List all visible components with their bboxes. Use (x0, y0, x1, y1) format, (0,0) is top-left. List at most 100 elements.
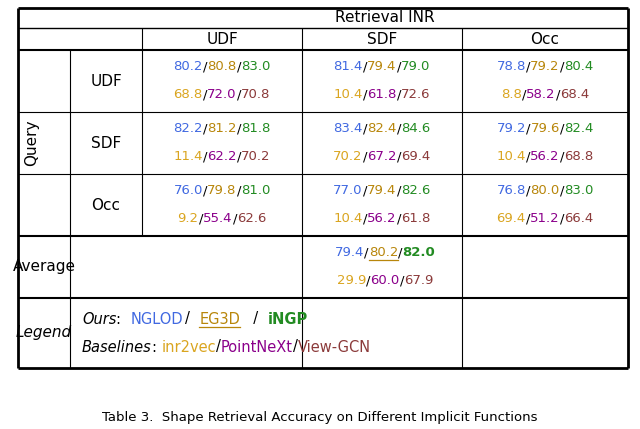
Text: /: / (560, 151, 564, 163)
Text: /: / (364, 247, 369, 260)
Text: 78.8: 78.8 (497, 60, 526, 73)
Text: 80.2: 80.2 (173, 60, 203, 73)
Text: 10.4: 10.4 (333, 212, 363, 226)
Text: 80.2: 80.2 (369, 247, 398, 260)
Text: 79.4: 79.4 (367, 60, 397, 73)
Text: 60.0: 60.0 (371, 275, 399, 287)
Text: /: / (526, 184, 531, 197)
Text: 83.0: 83.0 (241, 60, 271, 73)
Text: 82.4: 82.4 (367, 123, 397, 136)
Text: 79.6: 79.6 (531, 123, 560, 136)
Text: 55.4: 55.4 (203, 212, 232, 226)
Text: 67.9: 67.9 (404, 275, 433, 287)
Text: 72.6: 72.6 (401, 88, 431, 102)
Text: 81.4: 81.4 (333, 60, 363, 73)
Text: Table 3.  Shape Retrieval Accuracy on Different Implicit Functions: Table 3. Shape Retrieval Accuracy on Dif… (102, 411, 538, 423)
Text: /: / (232, 212, 237, 226)
Text: Occ: Occ (531, 31, 559, 46)
Text: /: / (366, 275, 371, 287)
Text: /: / (203, 123, 207, 136)
Text: 56.2: 56.2 (531, 151, 560, 163)
Text: /: / (560, 123, 564, 136)
Text: 56.2: 56.2 (367, 212, 397, 226)
Text: 80.0: 80.0 (531, 184, 559, 197)
Text: Query: Query (24, 120, 40, 166)
Text: 77.0: 77.0 (333, 184, 363, 197)
Text: /: / (397, 123, 401, 136)
Text: /: / (237, 88, 241, 102)
Text: /: / (237, 151, 241, 163)
Text: 81.8: 81.8 (241, 123, 271, 136)
Text: /: / (526, 123, 531, 136)
Text: 79.2: 79.2 (531, 60, 560, 73)
Text: /: / (522, 88, 526, 102)
Text: 68.8: 68.8 (564, 151, 593, 163)
Text: 10.4: 10.4 (497, 151, 526, 163)
Text: /: / (397, 212, 401, 226)
Text: 68.8: 68.8 (173, 88, 203, 102)
Text: /: / (237, 184, 241, 197)
Text: 58.2: 58.2 (526, 88, 556, 102)
Text: 79.2: 79.2 (497, 123, 526, 136)
Text: Ours: Ours (82, 311, 116, 326)
Text: /: / (203, 184, 207, 197)
Text: /: / (203, 60, 207, 73)
Text: NGLOD: NGLOD (131, 311, 183, 326)
Text: /: / (363, 212, 367, 226)
Text: 67.2: 67.2 (367, 151, 397, 163)
Text: 70.2: 70.2 (333, 151, 363, 163)
Text: 81.0: 81.0 (241, 184, 271, 197)
Text: 61.8: 61.8 (401, 212, 431, 226)
Text: 51.2: 51.2 (530, 212, 560, 226)
Text: /: / (525, 212, 530, 226)
Text: /: / (559, 184, 564, 197)
Text: 66.4: 66.4 (564, 212, 593, 226)
Text: 83.4: 83.4 (333, 123, 363, 136)
Text: /: / (216, 339, 221, 354)
Text: 79.0: 79.0 (401, 60, 431, 73)
Text: 61.8: 61.8 (367, 88, 397, 102)
Text: SDF: SDF (367, 31, 397, 46)
Text: /: / (363, 184, 367, 197)
Text: /: / (237, 123, 241, 136)
Text: /: / (198, 212, 203, 226)
Text: /: / (399, 275, 404, 287)
Text: /: / (397, 88, 401, 102)
Text: 76.8: 76.8 (497, 184, 526, 197)
Text: iNGP: iNGP (268, 311, 308, 326)
Text: 80.4: 80.4 (564, 60, 593, 73)
Text: :: : (152, 339, 161, 354)
Text: :: : (116, 311, 131, 326)
Text: /: / (560, 60, 564, 73)
Text: /: / (526, 151, 531, 163)
Text: 29.9: 29.9 (337, 275, 366, 287)
Text: Baselines: Baselines (82, 339, 152, 354)
Text: 62.2: 62.2 (207, 151, 237, 163)
Text: Retrieval INR: Retrieval INR (335, 10, 435, 25)
Text: 80.8: 80.8 (207, 60, 237, 73)
Text: /: / (244, 311, 268, 326)
Text: 82.6: 82.6 (401, 184, 431, 197)
Text: EG3D: EG3D (200, 311, 240, 326)
Text: UDF: UDF (90, 73, 122, 88)
Text: SDF: SDF (91, 136, 121, 151)
Text: 10.4: 10.4 (333, 88, 363, 102)
Text: 81.2: 81.2 (207, 123, 237, 136)
Text: /: / (293, 339, 298, 354)
Text: /: / (363, 151, 367, 163)
Text: 79.8: 79.8 (207, 184, 237, 197)
Text: /: / (363, 123, 367, 136)
Text: 72.0: 72.0 (207, 88, 237, 102)
Text: PointNeXt: PointNeXt (221, 339, 293, 354)
Text: 62.6: 62.6 (237, 212, 266, 226)
Text: /: / (363, 60, 367, 73)
Text: 82.2: 82.2 (173, 123, 203, 136)
Text: 82.0: 82.0 (403, 247, 435, 260)
Text: 68.4: 68.4 (560, 88, 589, 102)
Text: /: / (397, 184, 401, 197)
Text: 69.4: 69.4 (401, 151, 431, 163)
Text: 70.8: 70.8 (241, 88, 271, 102)
Text: 79.4: 79.4 (367, 184, 397, 197)
Text: 9.2: 9.2 (177, 212, 198, 226)
Text: 76.0: 76.0 (173, 184, 203, 197)
